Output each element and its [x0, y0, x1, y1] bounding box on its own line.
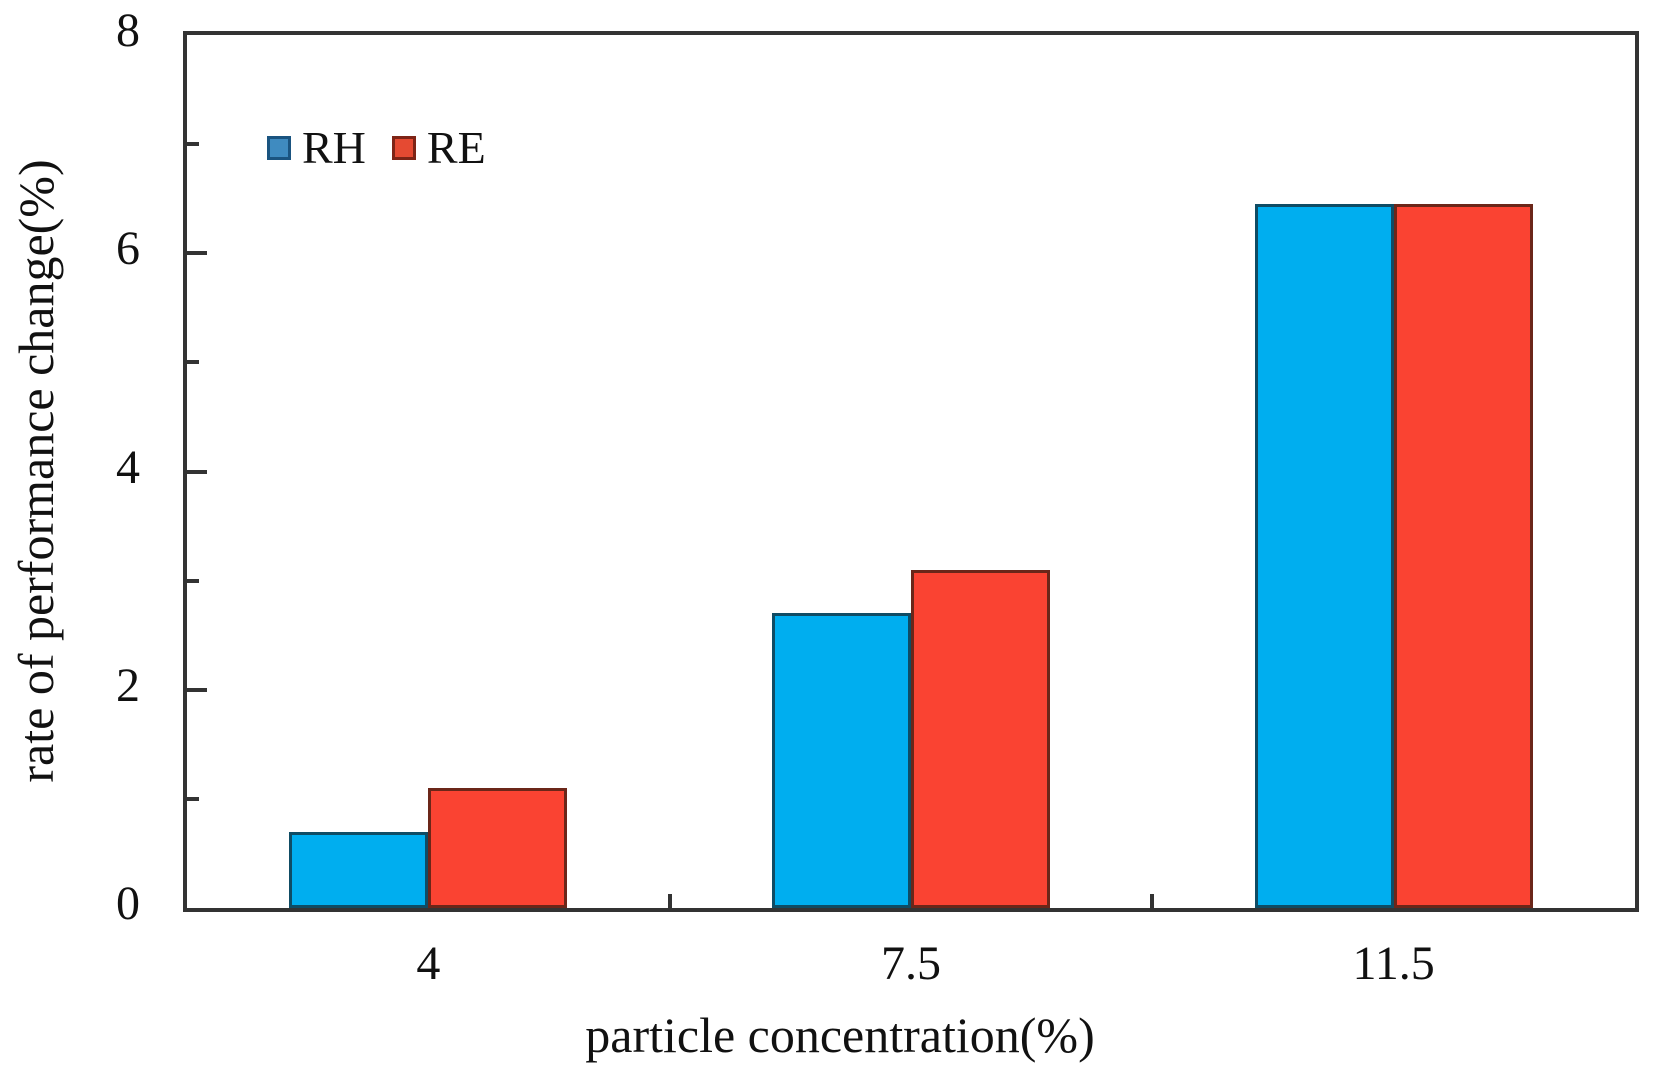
legend-item-rh: RH [267, 123, 366, 173]
legend-item-re: RE [391, 122, 486, 173]
y-minor-tick [187, 142, 199, 147]
bar-re-4 [428, 788, 568, 908]
y-tick-label: 0 [116, 877, 140, 930]
bar-rh-11.5 [1254, 204, 1394, 908]
bar-rh-4 [289, 832, 429, 908]
x-tick-label: 11.5 [1352, 937, 1435, 990]
y-major-tick [187, 469, 207, 474]
x-boundary-tick [667, 894, 672, 908]
legend-label-re: RE [426, 122, 486, 173]
legend-swatch-re-icon [391, 136, 416, 160]
bar-re-11.5 [1393, 204, 1533, 908]
y-major-tick [187, 251, 207, 256]
x-axis-title: particle concentration(%) [585, 1007, 1095, 1063]
y-tick-label: 4 [116, 440, 140, 494]
y-tick-label: 6 [116, 222, 140, 276]
legend: RH RE [267, 123, 486, 173]
y-major-tick [187, 687, 207, 692]
y-minor-tick [187, 796, 199, 801]
y-tick-label: 2 [116, 658, 140, 712]
legend-swatch-rh-icon [267, 136, 291, 160]
x-tick-label: 4 [416, 937, 441, 990]
y-tick-label: 8 [116, 4, 140, 57]
plot-area: RH RE [183, 31, 1639, 912]
y-minor-tick [187, 578, 199, 583]
legend-label-rh: RH [302, 122, 366, 173]
x-boundary-tick [1150, 894, 1155, 908]
bar-re-7.5 [911, 570, 1050, 908]
bar-rh-7.5 [772, 613, 911, 908]
y-minor-tick [187, 360, 199, 365]
x-tick-label: 7.5 [881, 937, 941, 990]
